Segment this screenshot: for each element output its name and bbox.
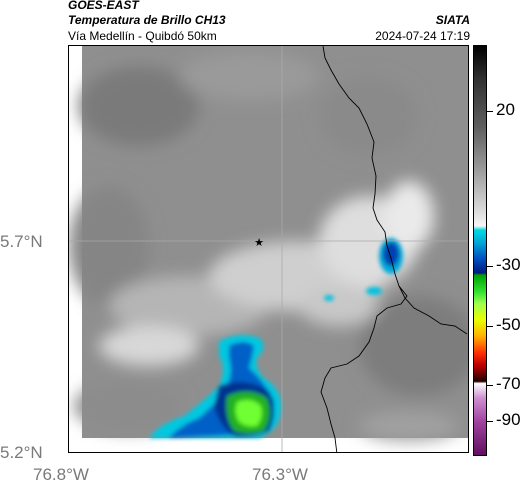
satellite-map: ★ <box>68 45 469 453</box>
colorbar-label: -50 <box>496 315 521 334</box>
colorbar-tick <box>487 111 493 112</box>
star-marker: ★ <box>254 236 264 249</box>
colorbar-tick <box>487 421 493 422</box>
cold-cloud-south <box>149 335 282 438</box>
colorbar-tick <box>487 385 493 386</box>
cloud-texture <box>69 51 468 441</box>
colorbar-label: -30 <box>496 255 521 274</box>
satellite-name: GOES-EAST <box>68 0 139 12</box>
colorbar-label: -70 <box>496 374 521 393</box>
map-canvas: ★ <box>69 46 468 452</box>
product-title: Temperatura de Brillo CH13 <box>68 13 226 27</box>
lon-label-76.8: 76.8°W <box>33 465 89 484</box>
colorbar-tick <box>487 326 493 327</box>
region-subtitle: Vía Medellín - Quibdó 50km <box>68 29 217 43</box>
colorbar-label: 20 <box>496 100 515 119</box>
colorbar-tick <box>487 266 493 267</box>
cold-cloud-east <box>324 238 403 301</box>
border-line <box>320 46 408 452</box>
border-line-east <box>398 285 468 335</box>
agency-label: SIATA <box>435 13 470 27</box>
timestamp: 2024-07-24 17:19 <box>375 29 470 43</box>
lat-label-5.2: 5.2°N <box>0 443 43 462</box>
lat-label-5.7: 5.7°N <box>0 232 43 251</box>
colorbar <box>473 45 487 456</box>
lon-label-76.3: 76.3°W <box>252 465 308 484</box>
colorbar-label: -90 <box>496 410 521 429</box>
